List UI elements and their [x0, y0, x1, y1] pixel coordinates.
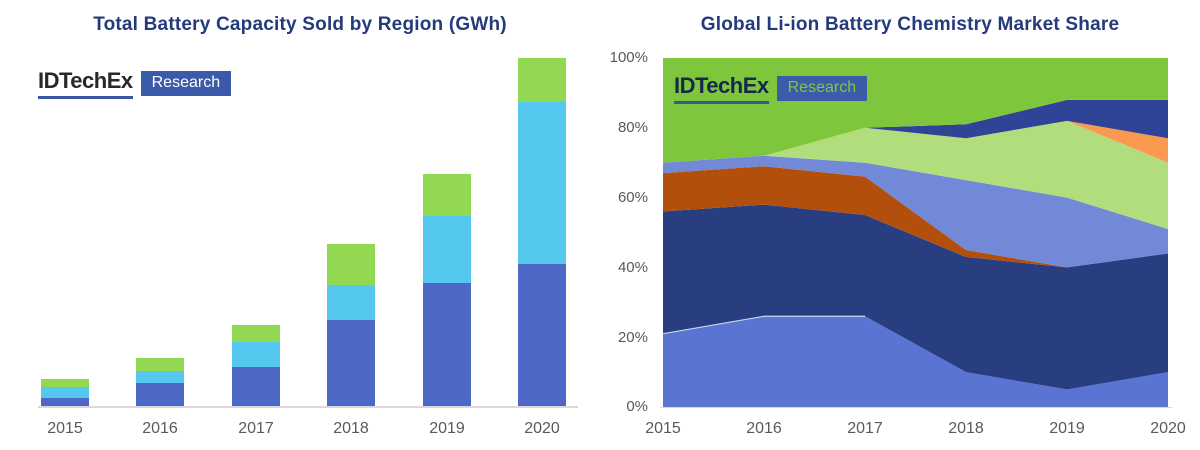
area-chart-x-axis-line — [660, 407, 1172, 408]
area-series-chemistry-dark-navy — [663, 204, 1168, 390]
bar-segment-region-green-top — [41, 379, 89, 387]
left-chart-title: Total Battery Capacity Sold by Region (G… — [93, 14, 507, 35]
bar-segment-region-cyan-middle — [518, 102, 566, 264]
area-y-label: 80% — [617, 119, 648, 136]
area-series-chemistry-navy-2 — [663, 99, 1168, 163]
area-boundary-highlight-line — [663, 315, 865, 335]
bar-segment-region-green-top — [518, 58, 566, 102]
bar-segment-region-blue-bottom — [327, 320, 375, 406]
bar-segment-region-cyan-middle — [232, 342, 280, 367]
area-series-chemistry-pale-green — [663, 120, 1168, 230]
area-x-label: 2019 — [1049, 420, 1085, 437]
area-y-label: 40% — [617, 259, 648, 276]
area-y-label: 100% — [609, 49, 648, 66]
area-y-label: 20% — [617, 329, 648, 346]
bar-segment-region-green-top — [423, 174, 471, 216]
bar-segment-region-blue-bottom — [518, 264, 566, 406]
area-series-chemistry-cornflower-blue — [663, 316, 1168, 407]
idtechex-research-badge: Research — [140, 71, 232, 96]
area-x-label: 2018 — [948, 420, 984, 437]
area-x-label: 2020 — [1150, 420, 1186, 437]
bar-x-label: 2019 — [429, 420, 465, 437]
bar-x-label: 2016 — [142, 420, 178, 437]
area-x-label: 2016 — [746, 420, 782, 437]
area-series-chemistry-periwinkle — [663, 155, 1168, 268]
bar-chart-plot-area — [41, 58, 566, 406]
area-chart-plot-area — [663, 58, 1168, 407]
area-series-chemistry-rust-red — [663, 166, 1168, 268]
idtechex-brand-text: IDTechEx — [38, 68, 133, 99]
bar-segment-region-cyan-middle — [41, 387, 89, 398]
bar-x-label: 2020 — [524, 420, 560, 437]
bar-segment-region-cyan-middle — [327, 285, 375, 320]
idtechex-logo-overlay: IDTechEx Research — [674, 73, 868, 104]
idtechex-logo: IDTechEx Research — [38, 68, 232, 99]
area-x-label: 2015 — [645, 420, 681, 437]
bar-segment-region-blue-bottom — [423, 283, 471, 406]
bar-segment-region-cyan-middle — [136, 371, 184, 383]
bar-segment-region-blue-bottom — [232, 367, 280, 406]
bar-segment-region-blue-bottom — [136, 383, 184, 406]
bar-chart-x-axis-line — [38, 406, 578, 408]
right-chart-title: Global Li-ion Battery Chemistry Market S… — [700, 14, 1120, 35]
idtechex-research-badge: Research — [776, 76, 868, 101]
bar-segment-region-blue-bottom — [41, 398, 89, 406]
bar-segment-region-green-top — [327, 244, 375, 285]
bar-x-label: 2018 — [333, 420, 369, 437]
area-y-label: 60% — [617, 189, 648, 206]
idtechex-brand-text: IDTechEx — [674, 73, 769, 104]
bar-segment-region-green-top — [136, 358, 184, 371]
bar-x-label: 2015 — [47, 420, 83, 437]
area-x-label: 2017 — [847, 420, 883, 437]
bar-segment-region-green-top — [232, 325, 280, 342]
bar-x-label: 2017 — [238, 420, 274, 437]
bar-segment-region-cyan-middle — [423, 216, 471, 283]
area-y-label: 0% — [626, 398, 648, 415]
